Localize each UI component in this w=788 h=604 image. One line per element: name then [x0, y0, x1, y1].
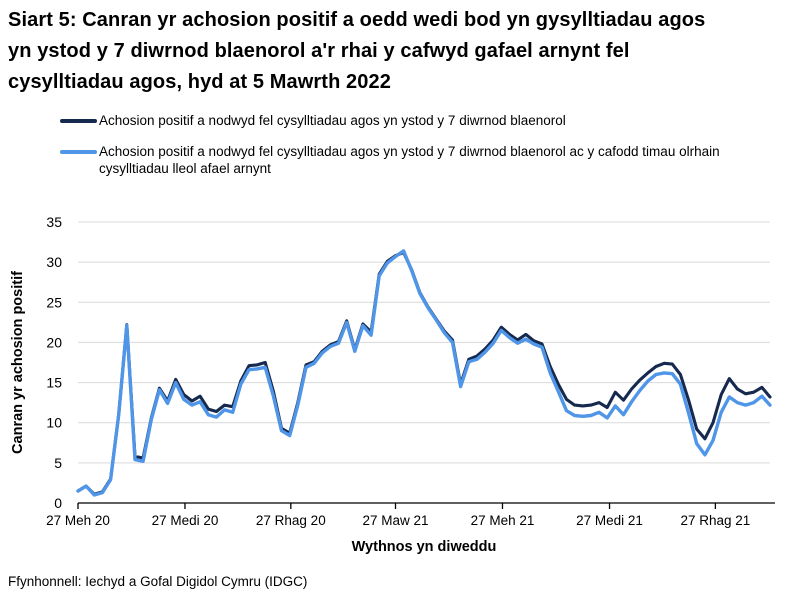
- series1-line-swatch-icon: [60, 119, 97, 123]
- x-axis-title: Wythnos yn diweddu: [352, 539, 497, 555]
- series2-line-swatch-icon: [60, 150, 97, 154]
- legend-item-series1: Achosion positif a nodwyd fel cysylltiad…: [60, 112, 740, 129]
- page-title: Siart 5: Canran yr achosion positif a oe…: [8, 9, 706, 93]
- x-tick-label: 27 Rhag 21: [680, 513, 750, 528]
- y-tick-label: 5: [54, 455, 62, 471]
- x-tick-label: 27 Medi 20: [152, 513, 219, 528]
- line-chart-svg: 0 5 10 15 20 25 30 35 27 Meh 20 27 Medi 20 27 Rhag…: [10, 214, 775, 555]
- x-tick-label: 27 Medi 21: [576, 513, 643, 528]
- legend-label-series2: Achosion positif a nodwyd fel cysylltiad…: [99, 144, 720, 176]
- y-axis-title: Canran yr achosion positif: [10, 271, 26, 454]
- y-tick-label: 35: [46, 214, 62, 230]
- legend-item-series2: Achosion positif a nodwyd fel cysylltiad…: [60, 143, 740, 177]
- y-tick-label: 0: [54, 495, 62, 511]
- legend-label-series1: Achosion positif a nodwyd fel cysylltiad…: [99, 113, 566, 128]
- y-tick-label: 10: [46, 415, 62, 431]
- x-tick-label: 27 Maw 21: [362, 513, 428, 528]
- legend: Achosion positif a nodwyd fel cysylltiad…: [60, 112, 740, 191]
- x-tick-label: 27 Rhag 20: [256, 513, 326, 528]
- y-tick-label: 30: [46, 254, 62, 270]
- x-tick-label: 27 Meh 21: [471, 513, 535, 528]
- y-tick-label: 15: [46, 375, 62, 391]
- series2-line: [76, 249, 772, 497]
- y-tick-label: 25: [46, 294, 62, 310]
- x-tick-label: 27 Meh 20: [46, 513, 110, 528]
- y-tick-label: 20: [46, 334, 62, 350]
- line-chart: 0 5 10 15 20 25 30 35 27 Meh 20 27 Medi 20 27 Rhag…: [0, 192, 788, 564]
- source-note: Ffynhonnell: Iechyd a Gofal Digidol Cymr…: [8, 574, 308, 589]
